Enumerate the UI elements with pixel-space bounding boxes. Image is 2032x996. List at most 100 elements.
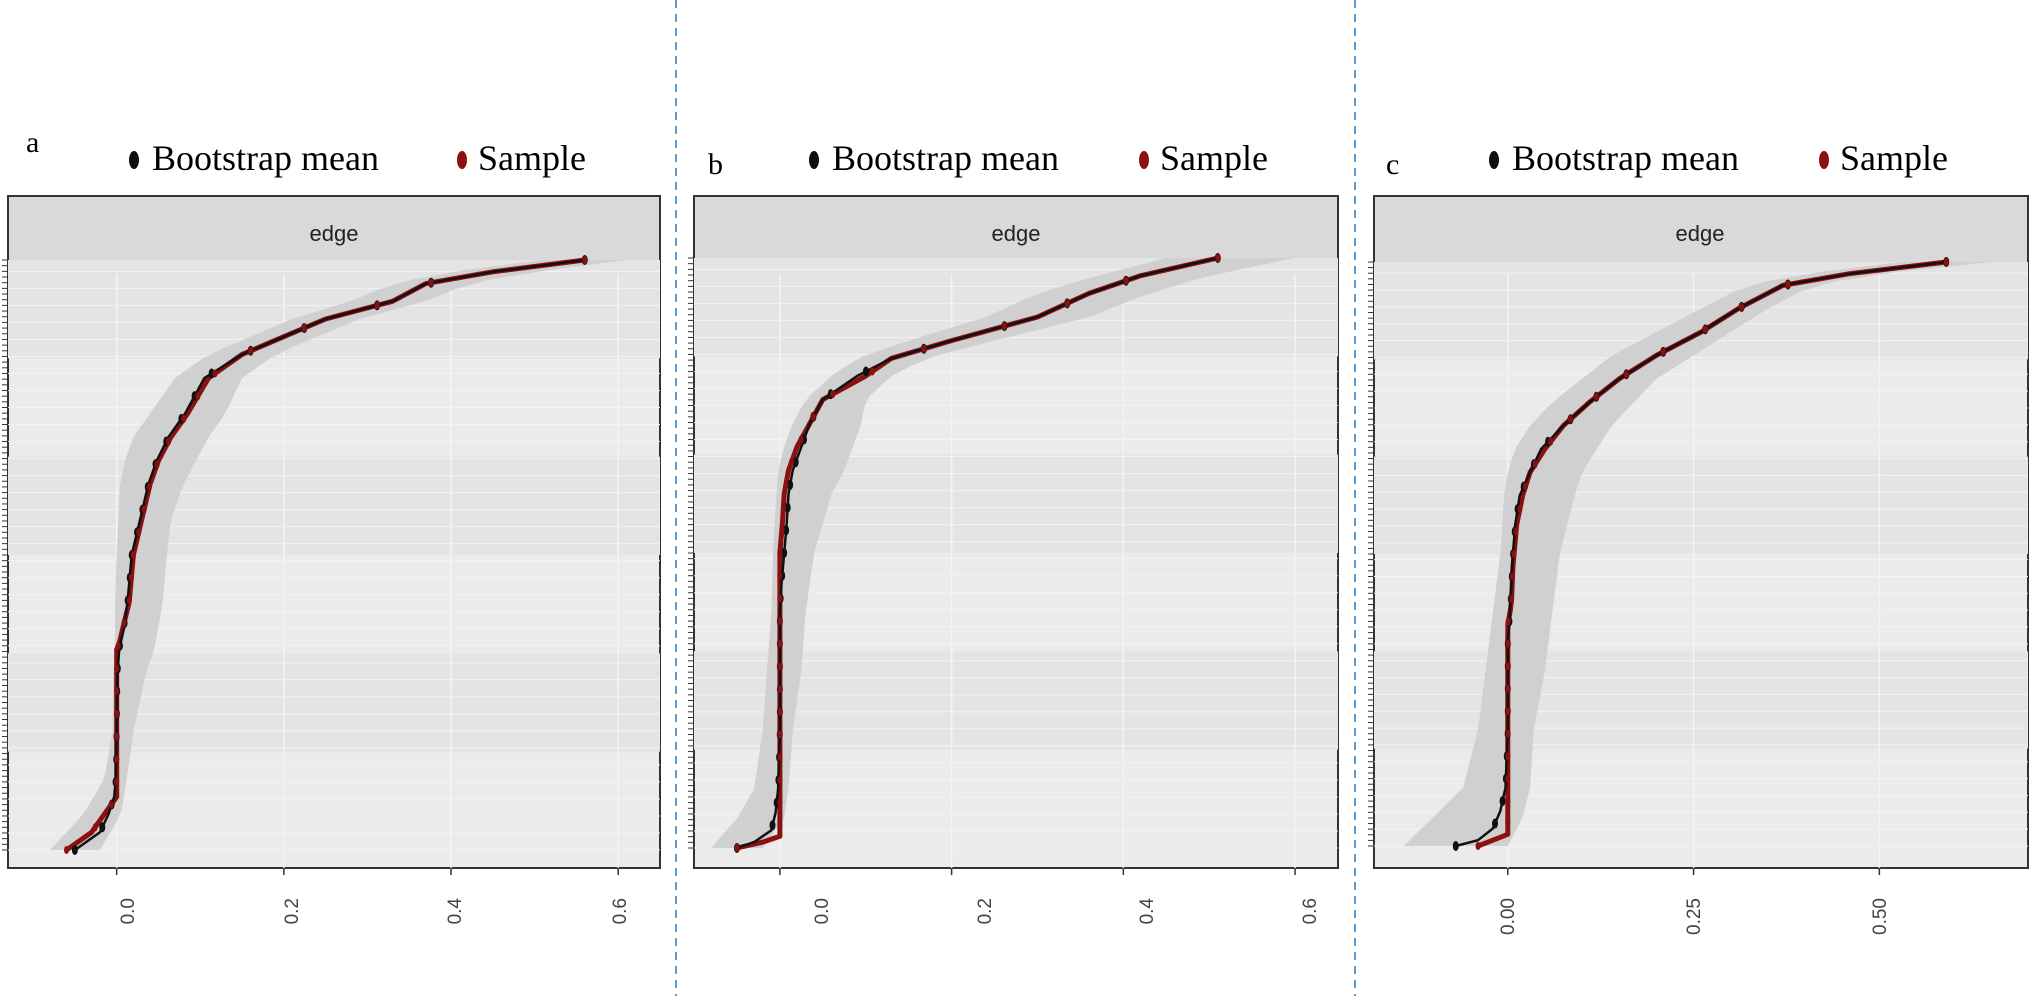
panel-letter: c [1386, 148, 1399, 181]
sample-point [64, 846, 70, 854]
sample-point [869, 367, 875, 376]
legend-bootstrap-marker [129, 151, 139, 169]
sample-point [212, 369, 218, 378]
sample-point [115, 641, 121, 650]
bootstrap-point [1492, 818, 1499, 829]
sample-point [1943, 258, 1949, 266]
sample-point [154, 460, 160, 469]
sample-point [1505, 707, 1511, 716]
bootstrap-point [71, 845, 78, 855]
sample-point [114, 664, 120, 673]
sample-point [136, 528, 142, 537]
x-tick-label: 0.6 [1300, 898, 1321, 924]
sample-point [777, 798, 783, 807]
sample-point [1505, 774, 1511, 783]
bootstrap-point [862, 366, 869, 377]
sample-point [141, 505, 147, 514]
x-tick-label: 0.2 [975, 898, 996, 924]
sample-point [1532, 460, 1538, 469]
sample-point [779, 526, 785, 535]
legend-sample-label: Sample [478, 138, 586, 178]
bootstrap-point [783, 525, 790, 536]
x-tick-label: 0.0 [118, 898, 139, 924]
sample-point [810, 412, 816, 421]
sample-point [114, 687, 120, 696]
legend-bootstrap-label: Bootstrap mean [152, 138, 379, 178]
sample-point [92, 823, 98, 832]
sample-point [777, 594, 783, 603]
x-tick-label: 0.4 [445, 898, 466, 925]
sample-point [1785, 280, 1791, 289]
x-tick-label: 0.4 [1137, 898, 1158, 925]
sample-point [1505, 797, 1511, 806]
sample-point [1510, 572, 1516, 581]
sample-point [114, 755, 120, 764]
sample-point [1702, 325, 1708, 334]
sample-point [777, 753, 783, 762]
legend: Bootstrap mean Sample [1489, 138, 1948, 178]
sample-point [428, 278, 434, 287]
sample-point [1505, 617, 1511, 626]
plot-content [1368, 257, 2028, 875]
legend-bootstrap-label: Bootstrap mean [1512, 138, 1739, 178]
sample-point [114, 709, 120, 718]
sample-point [1215, 254, 1221, 262]
bootstrap-point [792, 457, 799, 468]
sample-point [777, 571, 783, 580]
sample-point [1505, 819, 1511, 828]
sample-point [777, 639, 783, 648]
sample-point [788, 458, 794, 467]
bootstrap-point [1452, 841, 1459, 851]
sample-point [1505, 639, 1511, 648]
sample-point [301, 324, 307, 333]
x-axis-ticks: 0.0 0.2 0.4 0.6 [118, 898, 631, 925]
panel-b: b Bootstrap mean Sample edge 0.0 0.2 0.4… [688, 138, 1339, 925]
sample-point [1505, 729, 1511, 738]
sample-point [1623, 370, 1629, 379]
legend-sample-label: Sample [1160, 138, 1268, 178]
sample-point [114, 732, 120, 741]
panel-c: c Bootstrap mean Sample edge 0.00 0.25 0… [1368, 138, 2029, 935]
x-tick-label: 0.25 [1684, 898, 1705, 935]
sample-point [1001, 322, 1007, 331]
sample-point [582, 256, 588, 264]
bootstrap-line [736, 256, 1219, 850]
plot-content [2, 255, 660, 875]
x-tick-label: 0.00 [1498, 898, 1519, 935]
sample-point [777, 707, 783, 716]
legend-sample-marker [1139, 151, 1149, 169]
row-band [8, 456, 660, 555]
legend-sample-marker [457, 151, 467, 169]
bootstrap-point [769, 820, 776, 831]
x-tick-label: 0.50 [1870, 898, 1891, 935]
sample-point [248, 346, 254, 355]
bootstrap-point [787, 479, 794, 490]
sample-point [734, 844, 740, 852]
sample-point [374, 301, 380, 310]
sample-point [777, 617, 783, 626]
sample-point [166, 437, 172, 446]
sample-point [777, 685, 783, 694]
sample-point [830, 390, 836, 399]
plot-content [688, 253, 1338, 875]
sample-point [130, 551, 136, 559]
sample-point [1517, 505, 1523, 514]
sample-point [108, 800, 114, 809]
bootstrap-point [781, 548, 788, 558]
facet-strip-label: edge [1676, 221, 1725, 246]
x-tick-label: 0.6 [610, 898, 631, 924]
sample-point [114, 777, 120, 786]
x-axis-ticks: 0.0 0.2 0.4 0.6 [812, 898, 1321, 925]
sample-point [195, 392, 201, 401]
sample-point [1568, 415, 1574, 424]
sample-point [1660, 347, 1666, 356]
legend-sample-label: Sample [1840, 138, 1948, 178]
row-band [1374, 651, 2028, 749]
sample-point [1123, 276, 1129, 285]
sample-point [777, 821, 783, 830]
legend-bootstrap-marker [809, 151, 819, 169]
legend: Bootstrap mean Sample [809, 138, 1268, 178]
sample-point [1739, 302, 1745, 311]
sample-point [1505, 684, 1511, 693]
legend-bootstrap-marker [1489, 151, 1499, 169]
